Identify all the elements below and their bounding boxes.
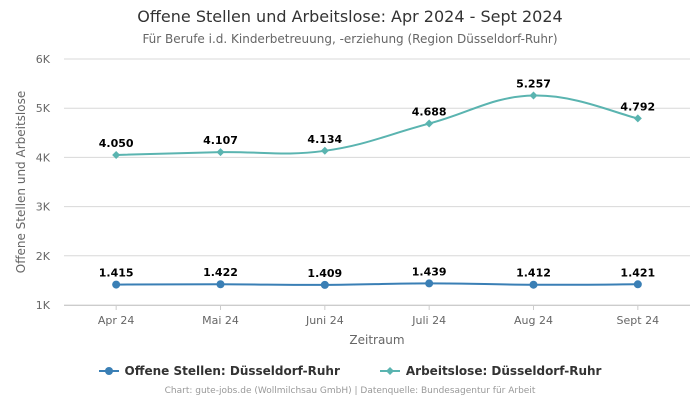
data-label-arbeitslose: 4.792 <box>620 100 655 113</box>
data-label-arbeitslose: 4.688 <box>412 106 447 119</box>
x-axis-title: Zeitraum <box>349 333 404 347</box>
data-label-arbeitslose: 4.107 <box>203 134 238 147</box>
data-point-arbeitslose[interactable] <box>425 119 434 128</box>
legend-label-offene-stellen: Offene Stellen: Düsseldorf-Ruhr <box>124 364 340 378</box>
data-label-offene-stellen: 1.412 <box>516 267 551 280</box>
data-point-arbeitslose[interactable] <box>216 148 225 157</box>
data-label-arbeitslose: 4.050 <box>99 137 134 150</box>
series-line-arbeitslose <box>116 94 639 156</box>
y-tick-label: 5K <box>36 102 51 115</box>
data-point-arbeitslose[interactable] <box>633 114 642 123</box>
x-tick-label: Juni 24 <box>305 314 344 327</box>
y-tick-label: 1K <box>36 299 51 312</box>
data-point-arbeitslose[interactable] <box>112 150 121 159</box>
data-label-offene-stellen: 1.421 <box>620 266 655 279</box>
data-point-arbeitslose[interactable] <box>320 146 329 155</box>
data-point-arbeitslose[interactable] <box>529 91 538 100</box>
data-label-offene-stellen: 1.415 <box>99 267 134 280</box>
series-line-offene-stellen <box>116 282 638 286</box>
legend-item-offene-stellen[interactable]: Offene Stellen: Düsseldorf-Ruhr <box>98 364 340 378</box>
data-point-offene-stellen[interactable] <box>529 280 538 289</box>
legend-label-arbeitslose: Arbeitslose: Düsseldorf-Ruhr <box>405 364 602 378</box>
legend-swatch-arbeitslose <box>379 367 400 375</box>
data-point-offene-stellen[interactable] <box>425 279 434 288</box>
x-tick-label: Aug 24 <box>514 314 553 327</box>
y-axis-title: Offene Stellen und Arbeitslose <box>14 91 28 273</box>
x-tick-label: Sept 24 <box>617 314 660 327</box>
data-label-arbeitslose: 5.257 <box>516 78 551 91</box>
data-point-offene-stellen[interactable] <box>216 280 225 289</box>
x-tick-label: Apr 24 <box>98 314 135 327</box>
y-tick-label: 6K <box>36 53 51 66</box>
legend-swatch-offene-stellen <box>98 367 119 375</box>
x-tick-label: Mai 24 <box>202 314 239 327</box>
y-tick-label: 2K <box>36 250 51 263</box>
data-point-offene-stellen[interactable] <box>112 280 121 289</box>
chart-title: Offene Stellen und Arbeitslose: Apr 2024… <box>137 7 563 26</box>
data-point-offene-stellen[interactable] <box>633 280 642 289</box>
data-label-offene-stellen: 1.439 <box>412 265 447 278</box>
data-label-arbeitslose: 4.134 <box>307 133 342 146</box>
data-point-offene-stellen[interactable] <box>320 280 329 289</box>
data-label-offene-stellen: 1.422 <box>203 266 238 279</box>
y-tick-label: 4K <box>36 151 51 164</box>
chart-credits[interactable]: Chart: gute-jobs.de (Wollmilchsau GmbH) … <box>164 386 536 396</box>
chart-subtitle: Für Berufe i.d. Kinderbetreuung, -erzieh… <box>142 32 558 46</box>
legend-item-arbeitslose[interactable]: Arbeitslose: Düsseldorf-Ruhr <box>379 364 602 378</box>
data-label-offene-stellen: 1.409 <box>307 267 342 280</box>
legend: Offene Stellen: Düsseldorf-Ruhr Arbeitsl… <box>0 364 700 378</box>
y-tick-label: 3K <box>36 201 51 214</box>
x-tick-label: Juli 24 <box>411 314 446 327</box>
